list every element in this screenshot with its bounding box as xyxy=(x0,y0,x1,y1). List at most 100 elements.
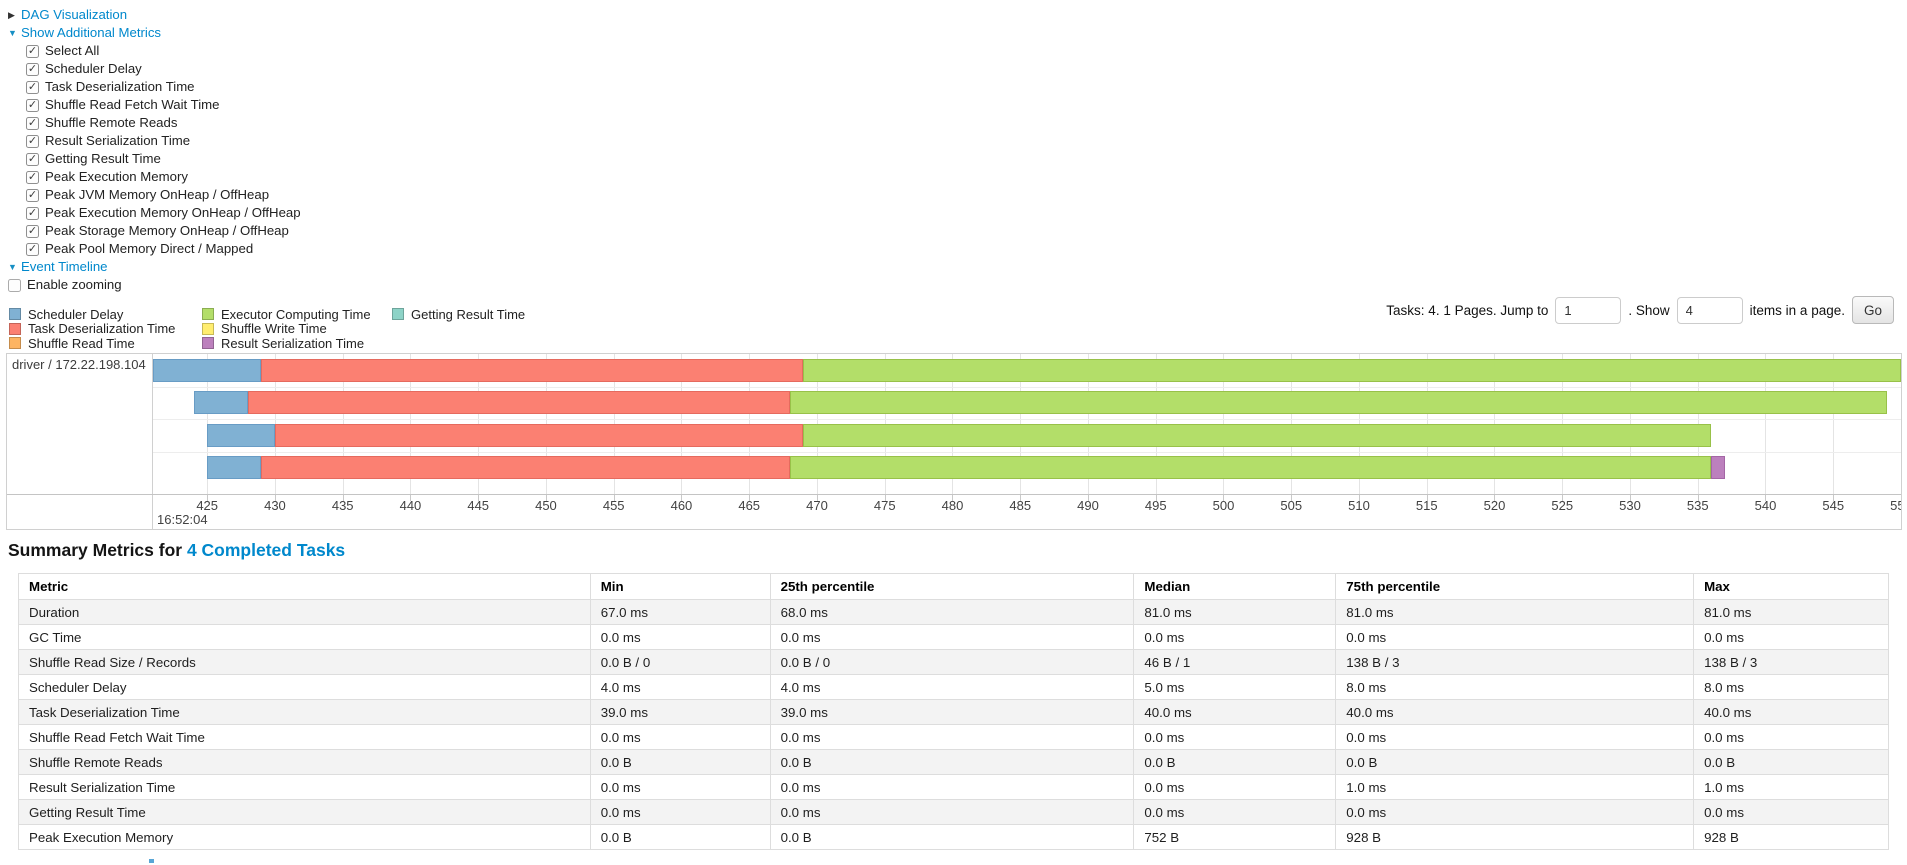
metric-checkbox-item[interactable]: ✓ Peak Pool Memory Direct / Mapped xyxy=(26,240,301,258)
task-bar-segment-executor-computing[interactable] xyxy=(789,456,1712,479)
timeline-plot-area[interactable]: 425 430 435 440 445 450 455 460 465 470 475 480 485 4… xyxy=(153,354,1901,529)
enable-zooming-checkbox[interactable] xyxy=(8,278,21,292)
timeline-tick xyxy=(274,494,276,501)
go-button[interactable]: Go xyxy=(1851,296,1894,324)
show-additional-metrics-toggle[interactable]: ▼ Show Additional Metrics xyxy=(8,24,301,42)
timeline-row-separator xyxy=(153,386,1901,388)
metric-checkbox-item[interactable]: ✓ Peak Execution Memory OnHeap / OffHeap xyxy=(26,204,301,222)
metric-checkbox-label: Shuffle Read Fetch Wait Time xyxy=(45,97,220,112)
timeline-tick-label: 510 xyxy=(1348,498,1370,513)
legend-label: Shuffle Read Time xyxy=(28,335,135,351)
metric-checkbox-label: Shuffle Remote Reads xyxy=(45,115,178,130)
metric-value-cell: 0.0 ms xyxy=(1133,724,1337,750)
dag-visualization-toggle[interactable]: ▶ DAG Visualization xyxy=(8,6,301,24)
metric-checkbox-item[interactable]: ✓ Scheduler Delay xyxy=(26,60,301,78)
event-timeline-toggle[interactable]: ▼ Event Timeline xyxy=(8,258,301,276)
column-header: 75th percentile xyxy=(1335,573,1695,600)
checkbox-checked-icon[interactable]: ✓ xyxy=(26,242,39,256)
items-per-page-input[interactable] xyxy=(1676,296,1743,324)
metric-value-cell: 39.0 ms xyxy=(589,699,771,725)
enable-zooming-label: Enable zooming xyxy=(27,277,122,292)
metric-checkbox-item[interactable]: ✓ Getting Result Time xyxy=(26,150,301,168)
metric-value-cell: 1.0 ms xyxy=(1335,774,1695,800)
metric-value-cell: 0.0 B xyxy=(769,749,1135,775)
checkbox-checked-icon[interactable]: ✓ xyxy=(26,116,39,130)
task-bar-segment-scheduler-delay[interactable] xyxy=(153,358,262,382)
legend-label: Task Deserialization Time xyxy=(28,321,176,337)
metric-checkbox-label: Select All xyxy=(45,43,100,58)
metric-name-cell: Shuffle Remote Reads xyxy=(18,749,591,775)
metric-checkbox-label: Scheduler Delay xyxy=(45,61,142,76)
additional-metrics-checkbox-list: ✓ Select All ✓ Scheduler Delay ✓ Task Deseria… xyxy=(26,42,301,258)
checkbox-checked-icon[interactable]: ✓ xyxy=(26,224,39,238)
legend-item: Executor Computing Time xyxy=(202,307,392,322)
metric-name-cell: Shuffle Read Size / Records xyxy=(18,649,591,675)
checkbox-checked-icon[interactable]: ✓ xyxy=(26,134,39,148)
timeline-gridline xyxy=(1765,354,1767,494)
jump-to-page-input[interactable] xyxy=(1555,296,1622,324)
task-bar-segment-executor-computing[interactable] xyxy=(789,391,1888,414)
metric-value-cell: 81.0 ms xyxy=(1133,599,1337,625)
timeline-tick xyxy=(681,494,683,501)
summary-metrics-title: Summary Metrics for 4 Completed Tasks xyxy=(8,540,345,561)
checkbox-checked-icon[interactable]: ✓ xyxy=(26,170,39,184)
metric-checkbox-item[interactable]: ✓ Shuffle Remote Reads xyxy=(26,114,301,132)
timeline-tick-label: 520 xyxy=(1483,498,1506,513)
metric-value-cell: 0.0 B xyxy=(769,824,1135,850)
task-bar-segment-scheduler-delay[interactable] xyxy=(207,423,275,447)
show-additional-metrics-link[interactable]: Show Additional Metrics xyxy=(21,25,162,40)
metric-checkbox-item[interactable]: ✓ Task Deserialization Time xyxy=(26,78,301,96)
checkbox-checked-icon[interactable]: ✓ xyxy=(26,62,39,76)
task-bar-segment-task-deserialization[interactable] xyxy=(247,391,790,414)
timeline-tick xyxy=(816,494,818,501)
metric-checkbox-item[interactable]: ✓ Shuffle Read Fetch Wait Time xyxy=(26,96,301,114)
legend-label: Shuffle Write Time xyxy=(221,321,327,337)
items-per-page-text: items in a page. xyxy=(1749,302,1845,318)
metric-checkbox-item[interactable]: ✓ Peak Storage Memory OnHeap / OffHeap xyxy=(26,222,301,240)
task-bar-segment-task-deserialization[interactable] xyxy=(261,456,790,479)
timeline-tick xyxy=(952,494,954,501)
task-bar-segment-task-deserialization[interactable] xyxy=(261,358,804,382)
summary-title-text: Summary Metrics for xyxy=(8,540,187,560)
checkbox-checked-icon[interactable]: ✓ xyxy=(26,44,39,58)
table-row: Task Deserialization Time 39.0 ms 39.0 ms 4… xyxy=(18,699,1889,725)
task-bar-segment-task-deserialization[interactable] xyxy=(274,423,804,447)
metric-value-cell: 5.0 ms xyxy=(1133,674,1337,700)
checkbox-checked-icon[interactable]: ✓ xyxy=(26,206,39,220)
dag-visualization-link[interactable]: DAG Visualization xyxy=(21,7,128,22)
legend-item: Task Deserialization Time xyxy=(9,321,202,337)
checkbox-checked-icon[interactable]: ✓ xyxy=(26,80,39,94)
checkbox-checked-icon[interactable]: ✓ xyxy=(26,188,39,202)
metric-name-cell: Getting Result Time xyxy=(18,799,591,825)
metric-checkbox-label: Peak Pool Memory Direct / Mapped xyxy=(45,241,254,256)
legend-swatch-result-serialization xyxy=(202,337,214,350)
completed-tasks-link[interactable]: 4 Completed Tasks xyxy=(186,540,346,560)
timeline-tick xyxy=(1358,494,1360,501)
checkbox-checked-icon[interactable]: ✓ xyxy=(26,152,39,166)
metric-value-cell: 67.0 ms xyxy=(589,599,771,625)
metric-value-cell: 0.0 B xyxy=(589,749,771,775)
task-bar-segment-scheduler-delay[interactable] xyxy=(207,456,262,479)
metric-value-cell: 0.0 ms xyxy=(589,724,771,750)
metric-checkbox-item[interactable]: ✓ Result Serialization Time xyxy=(26,132,301,150)
metric-checkbox-item[interactable]: ✓ Peak JVM Memory OnHeap / OffHeap xyxy=(26,186,301,204)
metric-checkbox-item[interactable]: ✓ Peak Execution Memory xyxy=(26,168,301,186)
task-bar-segment-result-serialization[interactable] xyxy=(1711,456,1725,479)
timeline-tick-label: 480 xyxy=(941,498,964,513)
timeline-tick-label: 455 xyxy=(602,498,625,513)
metric-checkbox-item[interactable]: ✓ Select All xyxy=(26,42,301,60)
metric-value-cell: 46 B / 1 xyxy=(1133,649,1337,675)
checkbox-checked-icon[interactable]: ✓ xyxy=(26,98,39,112)
column-header: Median xyxy=(1133,573,1337,600)
task-bar-segment-executor-computing[interactable] xyxy=(803,358,1901,382)
metric-value-cell: 81.0 ms xyxy=(1693,599,1889,625)
task-bar-segment-executor-computing[interactable] xyxy=(803,423,1712,447)
enable-zooming-row[interactable]: Enable zooming xyxy=(8,276,301,294)
timeline-tick-label: 425 xyxy=(196,498,219,513)
metric-value-cell: 0.0 ms xyxy=(1693,799,1889,825)
metric-value-cell: 0.0 ms xyxy=(1335,624,1695,650)
timeline-tick-label: 525 xyxy=(1551,498,1574,513)
event-timeline-link[interactable]: Event Timeline xyxy=(21,259,108,274)
task-bar-segment-scheduler-delay[interactable] xyxy=(193,391,248,414)
metric-value-cell: 0.0 ms xyxy=(769,799,1135,825)
